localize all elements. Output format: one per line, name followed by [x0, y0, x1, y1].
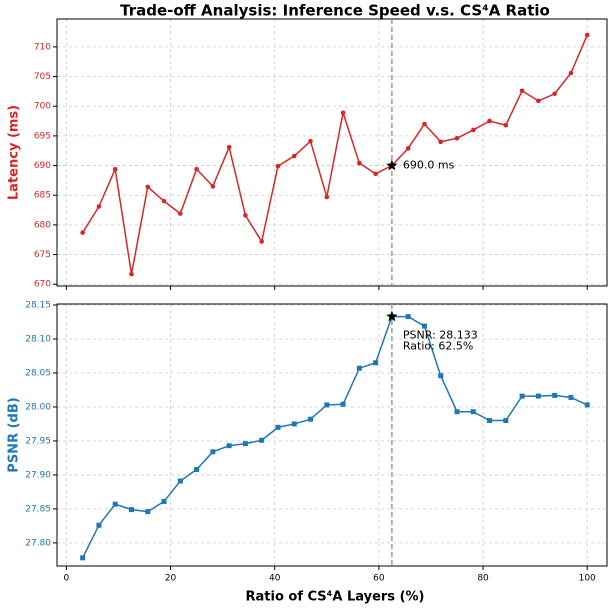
marker [161, 498, 167, 504]
marker [552, 392, 558, 398]
x-tick-label: 100 [579, 574, 596, 584]
highlight-star [386, 159, 398, 171]
marker [275, 424, 281, 430]
marker [454, 135, 460, 141]
y-tick-label: 28.05 [25, 368, 51, 378]
axes-frame [56, 18, 608, 287]
chart-title: Trade-off Analysis: Inference Speed v.s.… [120, 2, 550, 20]
y-tick-label: 705 [34, 72, 51, 82]
y-tick-label: 27.95 [25, 436, 51, 446]
y-tick-label: 675 [34, 250, 51, 260]
highlight-star [386, 310, 398, 322]
marker [291, 421, 297, 427]
axes-frame [56, 303, 608, 567]
marker [405, 146, 411, 151]
marker [503, 122, 509, 128]
annotation: PSNR: 28.133 [403, 329, 478, 342]
marker [519, 393, 525, 399]
marker [96, 204, 102, 209]
marker [487, 418, 493, 424]
marker [259, 239, 264, 244]
series-line [82, 34, 588, 275]
x-tick-label: 60 [373, 574, 385, 584]
marker [80, 230, 85, 235]
x-tick-label: 0 [64, 574, 70, 584]
x-tick-label: 80 [477, 574, 489, 584]
series-line [81, 315, 588, 559]
marker [373, 360, 379, 366]
marker [503, 418, 509, 424]
marker [275, 163, 281, 169]
marker [568, 394, 574, 400]
marker [421, 323, 427, 329]
marker [438, 373, 444, 379]
marker [178, 211, 183, 216]
annotation: Ratio: 62.5% [403, 340, 473, 353]
marker [356, 365, 362, 371]
marker [226, 144, 232, 150]
marker [536, 98, 541, 104]
y-axis-label: PSNR (dB) [7, 397, 22, 472]
y-tick-label: 28.00 [25, 402, 51, 412]
marker [161, 198, 167, 204]
y-tick-label: 670 [34, 280, 51, 290]
x-tick-label: 20 [165, 574, 177, 584]
x-tick-label: 40 [269, 574, 281, 584]
marker [145, 509, 151, 515]
y-tick-label: 695 [34, 131, 51, 141]
y-tick-label: 680 [34, 220, 51, 230]
marker [177, 478, 183, 484]
y-tick-label: 27.90 [25, 470, 51, 480]
marker [112, 501, 118, 507]
marker [568, 70, 574, 76]
annotation: 690.0 ms [403, 159, 455, 172]
marker [357, 160, 362, 166]
marker [308, 416, 314, 422]
marker [373, 171, 378, 177]
marker [112, 166, 118, 172]
y-tick-label: 27.85 [25, 504, 51, 514]
marker [470, 409, 476, 415]
marker [584, 32, 590, 38]
marker [129, 271, 134, 277]
marker [210, 184, 216, 189]
marker [194, 466, 200, 472]
marker [210, 449, 216, 455]
marker [128, 507, 134, 513]
marker [194, 166, 199, 172]
marker [340, 401, 346, 407]
marker [226, 443, 232, 449]
marker [340, 110, 346, 116]
marker [291, 153, 297, 159]
marker [487, 118, 492, 124]
y-tick-label: 690 [34, 161, 51, 171]
marker [80, 555, 86, 561]
marker [96, 522, 102, 528]
marker [454, 409, 460, 415]
marker [519, 88, 525, 94]
marker [438, 139, 444, 145]
marker [470, 127, 476, 133]
y-tick-label: 700 [34, 102, 51, 112]
marker [535, 393, 541, 399]
marker [422, 121, 427, 127]
marker [308, 138, 313, 144]
y-tick-label: 28.15 [25, 301, 51, 311]
marker [584, 402, 590, 408]
marker [552, 91, 557, 97]
y-tick-label: 710 [34, 42, 51, 52]
marker [324, 194, 330, 200]
marker [324, 402, 330, 408]
marker [405, 314, 411, 320]
y-tick-label: 28.10 [25, 335, 51, 345]
marker [242, 441, 248, 447]
x-axis-label: Ratio of CS⁴A Layers (%) [246, 590, 425, 605]
y-tick-label: 685 [34, 191, 51, 201]
y-axis-label: Latency (ms) [7, 105, 22, 200]
marker [243, 213, 248, 218]
marker [145, 184, 151, 190]
y-tick-label: 27.80 [25, 538, 51, 548]
marker [259, 437, 265, 443]
